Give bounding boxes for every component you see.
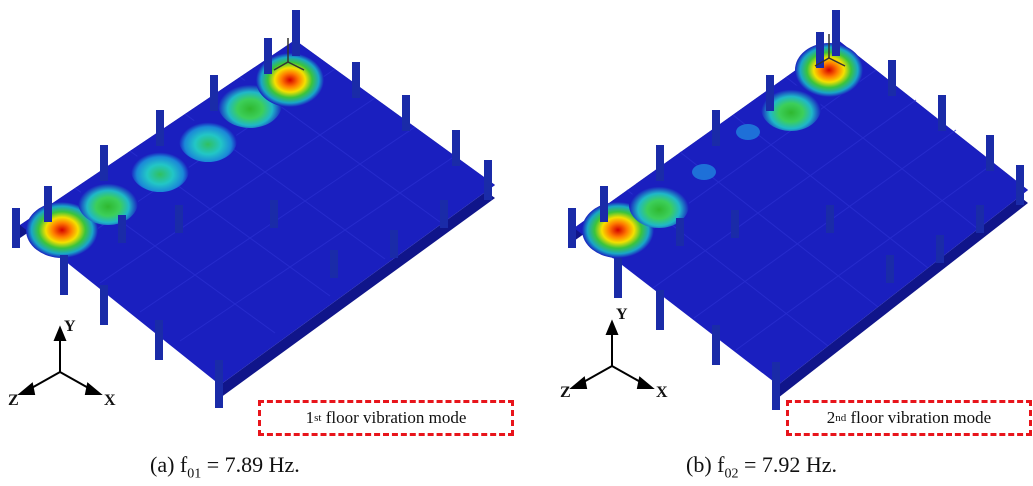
mode-ordinal: 2 xyxy=(826,408,836,427)
axis-y-label: Y xyxy=(64,318,76,335)
mode-peak xyxy=(692,164,716,180)
caption-a: (a) f01 = 7.89 Hz. xyxy=(150,452,300,482)
mode-peak xyxy=(736,124,760,140)
mode-peak xyxy=(179,118,237,162)
slab-mode-shape-b xyxy=(568,10,1028,410)
mode-peak xyxy=(78,179,138,225)
mode-text: floor vibration mode xyxy=(321,408,467,427)
axis-x-label: X xyxy=(104,392,116,409)
mode-peak xyxy=(256,53,324,107)
axis-z-label: Z xyxy=(560,384,571,401)
slab-top xyxy=(574,40,1028,385)
mode-ordinal-suffix: st xyxy=(314,412,322,424)
mode-peak xyxy=(761,85,821,131)
slab-top xyxy=(20,40,495,385)
axis-z-label: Z xyxy=(8,392,19,409)
mode-ordinal: 1 xyxy=(305,408,315,427)
mode-ordinal-suffix: nd xyxy=(835,412,847,424)
axis-y-label: Y xyxy=(616,306,628,323)
mode-peak xyxy=(131,148,189,192)
caption-b: (b) f02 = 7.92 Hz. xyxy=(686,452,838,482)
axis-triad-a xyxy=(17,325,103,395)
mode-peak xyxy=(629,182,689,228)
slab-mode-shape-a xyxy=(12,10,495,408)
axis-triad-b xyxy=(569,319,655,389)
mode-text: floor vibration mode xyxy=(846,408,992,427)
mode-peak xyxy=(795,43,863,97)
axis-x-label: X xyxy=(656,384,668,401)
